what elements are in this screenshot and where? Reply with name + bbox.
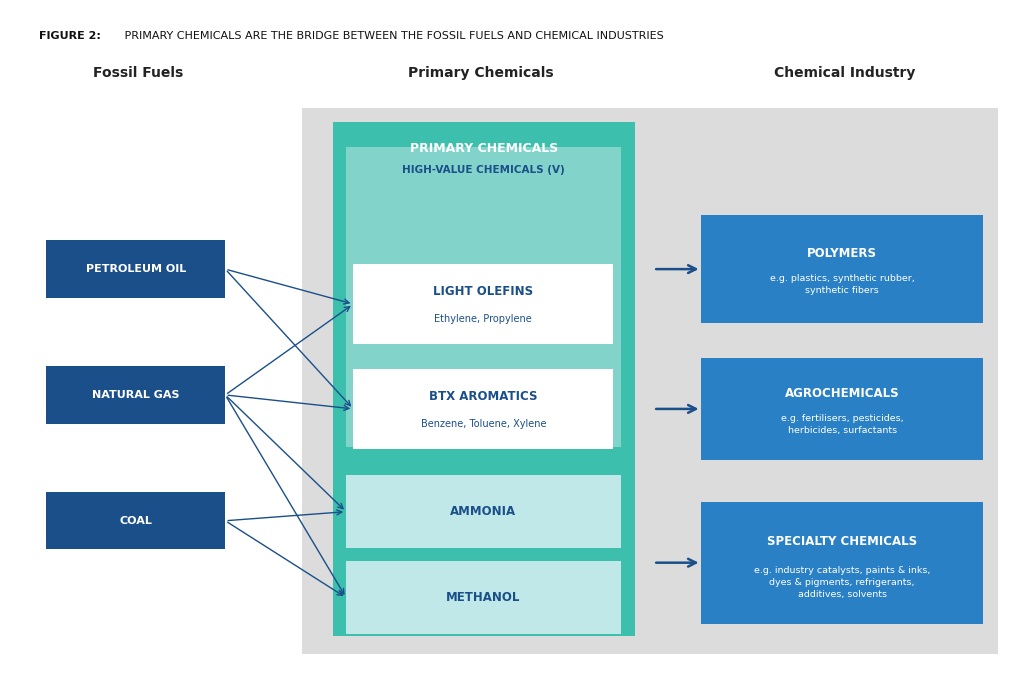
FancyBboxPatch shape bbox=[701, 502, 983, 624]
Text: AMMONIA: AMMONIA bbox=[451, 505, 516, 518]
FancyBboxPatch shape bbox=[302, 108, 998, 654]
FancyBboxPatch shape bbox=[46, 366, 225, 424]
FancyBboxPatch shape bbox=[701, 215, 983, 323]
Text: PRIMARY CHEMICALS ARE THE BRIDGE BETWEEN THE FOSSIL FUELS AND CHEMICAL INDUSTRIE: PRIMARY CHEMICALS ARE THE BRIDGE BETWEEN… bbox=[121, 31, 664, 41]
Text: LIGHT OLEFINS: LIGHT OLEFINS bbox=[433, 285, 534, 298]
Text: Benzene, Toluene, Xylene: Benzene, Toluene, Xylene bbox=[421, 419, 546, 429]
Text: AGROCHEMICALS: AGROCHEMICALS bbox=[785, 387, 899, 400]
FancyBboxPatch shape bbox=[346, 561, 621, 635]
Text: Fossil Fuels: Fossil Fuels bbox=[93, 66, 183, 80]
Text: e.g. plastics, synthetic rubber,
synthetic fibers: e.g. plastics, synthetic rubber, synthet… bbox=[770, 274, 914, 295]
Text: HIGH-VALUE CHEMICALS (V): HIGH-VALUE CHEMICALS (V) bbox=[402, 165, 564, 175]
Text: e.g. industry catalysts, paints & inks,
dyes & pigments, refrigerants,
additives: e.g. industry catalysts, paints & inks, … bbox=[754, 566, 931, 598]
FancyBboxPatch shape bbox=[701, 359, 983, 460]
FancyBboxPatch shape bbox=[346, 475, 621, 548]
Text: PRIMARY CHEMICALS: PRIMARY CHEMICALS bbox=[410, 143, 558, 155]
Text: FIGURE 2:: FIGURE 2: bbox=[39, 31, 100, 41]
FancyBboxPatch shape bbox=[353, 264, 613, 345]
FancyBboxPatch shape bbox=[333, 122, 635, 636]
Text: METHANOL: METHANOL bbox=[446, 591, 520, 604]
Text: SPECIALTY CHEMICALS: SPECIALTY CHEMICALS bbox=[767, 535, 918, 548]
FancyBboxPatch shape bbox=[346, 147, 621, 447]
FancyBboxPatch shape bbox=[353, 369, 613, 449]
FancyBboxPatch shape bbox=[46, 492, 225, 549]
FancyBboxPatch shape bbox=[46, 240, 225, 298]
Text: Primary Chemicals: Primary Chemicals bbox=[409, 66, 554, 80]
Text: COAL: COAL bbox=[119, 516, 153, 526]
Text: POLYMERS: POLYMERS bbox=[807, 247, 878, 260]
Text: NATURAL GAS: NATURAL GAS bbox=[92, 390, 179, 400]
Text: PETROLEUM OIL: PETROLEUM OIL bbox=[86, 264, 185, 274]
Text: BTX AROMATICS: BTX AROMATICS bbox=[429, 390, 538, 403]
Text: e.g. fertilisers, pesticides,
herbicides, surfactants: e.g. fertilisers, pesticides, herbicides… bbox=[781, 414, 903, 435]
Text: Ethylene, Propylene: Ethylene, Propylene bbox=[434, 315, 532, 324]
Text: Chemical Industry: Chemical Industry bbox=[774, 66, 915, 80]
